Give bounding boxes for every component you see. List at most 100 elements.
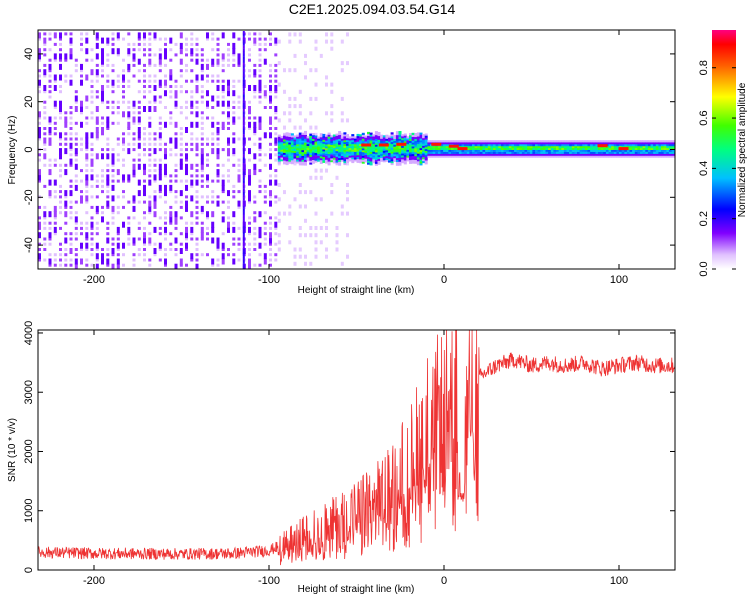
heatmap-cell (48, 74, 52, 78)
heatmap-cell (311, 134, 315, 138)
heatmap-cell (164, 263, 167, 267)
heatmap-cell (143, 184, 146, 191)
heatmap-cell (645, 153, 649, 156)
heatmap-cell (148, 100, 152, 104)
heatmap-cell (624, 153, 628, 156)
heatmap-cell (553, 155, 557, 158)
heatmap-cell (200, 63, 204, 70)
heatmap-cell (143, 42, 146, 46)
heatmap-cell (456, 140, 460, 143)
heatmap-cell (43, 242, 47, 246)
heatmap-cell (419, 149, 423, 152)
heatmap-cell (290, 140, 294, 144)
heatmap-cell (216, 148, 220, 155)
heatmap-cell (148, 174, 152, 178)
heatmap-cell (632, 155, 636, 158)
heatmap-cell (90, 163, 94, 167)
heatmap-cell (395, 148, 399, 151)
heatmap-cell (95, 258, 99, 262)
heatmap-cell (90, 242, 94, 246)
heatmap-cell (216, 195, 220, 199)
heatmap-cell (490, 145, 494, 149)
heatmap-cell (38, 116, 41, 120)
heatmap-cell (577, 145, 580, 149)
heatmap-cell (106, 127, 110, 130)
heatmap-cell (85, 258, 89, 262)
heatmap-cell (227, 221, 230, 228)
heatmap-cell (53, 42, 57, 46)
heatmap-cell (148, 121, 152, 128)
heatmap-cell (653, 140, 657, 143)
heatmap-cell (314, 150, 318, 153)
heatmap-cell (666, 142, 670, 145)
heatmap-cell (403, 150, 407, 153)
heatmap-cell (174, 253, 178, 257)
heatmap-cell (148, 237, 152, 244)
heatmap-cell (74, 211, 78, 215)
heatmap-cell (85, 121, 89, 125)
heatmap-cell (116, 179, 120, 183)
heatmap-cell (309, 190, 313, 195)
heatmap-cell (274, 232, 278, 236)
heatmap-cell (495, 147, 499, 150)
heatmap-cell (106, 37, 110, 44)
heatmap-cell (348, 159, 352, 162)
heatmap-cell (253, 63, 257, 67)
heatmap-cell (319, 144, 323, 147)
heatmap-cell (377, 139, 381, 142)
heatmap-cell (668, 144, 672, 147)
heatmap-cell (269, 258, 272, 262)
heatmap-cell (269, 69, 272, 73)
heatmap-cell (211, 221, 215, 228)
heatmap-cell (424, 141, 428, 144)
heatmap-cell (311, 144, 315, 147)
heatmap-cell (361, 157, 365, 160)
heatmap-cell (280, 143, 284, 146)
heatmap-cell (227, 85, 230, 91)
heatmap-cell (498, 147, 502, 150)
heatmap-cell (403, 158, 407, 161)
heatmap-cell (335, 137, 339, 140)
heatmap-cell (38, 205, 41, 209)
heatmap-cell (506, 147, 510, 150)
heatmap-cell (377, 158, 381, 161)
heatmap-cell (642, 149, 646, 152)
heatmap-cell (343, 136, 347, 139)
heatmap-cell (206, 237, 209, 241)
heatmap-cell (367, 160, 370, 163)
heatmap-cell (338, 142, 342, 145)
heatmap-cell (521, 142, 525, 145)
heatmap-cell (451, 151, 454, 154)
heatmap-cell (258, 226, 262, 233)
heatmap-cell (658, 144, 662, 147)
heatmap-cell (206, 32, 209, 39)
heatmap-cell (169, 179, 173, 183)
heatmap-cell (416, 161, 420, 164)
heatmap-cell (293, 145, 297, 148)
heatmap-cell (95, 174, 99, 178)
heatmap-cell (401, 145, 405, 148)
heatmap-cell (106, 74, 110, 78)
heatmap-cell (59, 90, 62, 94)
heatmap-cell (80, 69, 83, 73)
heatmap-cell (443, 144, 447, 147)
heatmap-cell (419, 161, 423, 164)
heatmap-cell (227, 127, 230, 130)
heatmap-cell (237, 53, 241, 60)
heatmap-cell (127, 85, 131, 88)
heatmap-cell (330, 146, 334, 149)
heatmap-cell (274, 63, 278, 67)
heatmap-cell (185, 248, 188, 251)
heatmap-cell (48, 116, 52, 123)
heatmap-cell (288, 240, 292, 245)
heatmap-cell (451, 153, 454, 156)
heatmap-cell (637, 145, 641, 149)
heatmap-cell (647, 142, 651, 145)
heatmap-cell (569, 144, 573, 147)
heatmap-cell (474, 147, 478, 150)
heatmap-cell (169, 184, 173, 191)
heatmap-cell (474, 155, 478, 158)
heatmap-cell (506, 142, 510, 145)
heatmap-cell (53, 232, 57, 236)
heatmap-cell (571, 149, 575, 152)
